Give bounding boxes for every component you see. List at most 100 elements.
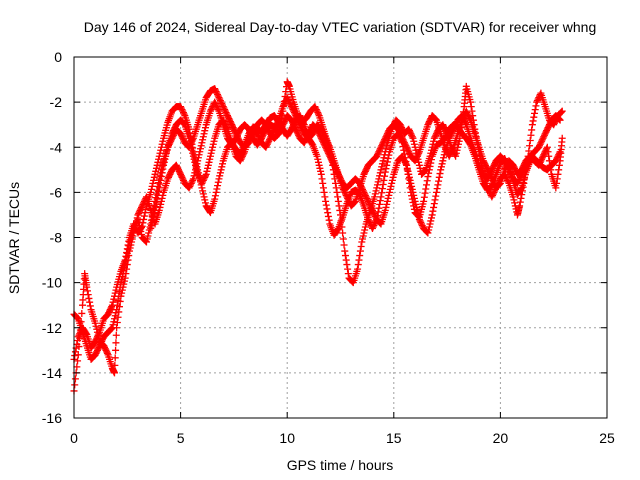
data-point <box>174 166 182 174</box>
y-tick-label: -6 <box>50 184 63 200</box>
data-point <box>516 202 524 210</box>
data-point <box>361 223 369 231</box>
data-point <box>420 193 428 201</box>
data-point <box>409 134 417 142</box>
data-point <box>518 187 526 195</box>
data-point <box>214 178 222 186</box>
data-point <box>380 154 388 162</box>
data-point <box>111 312 119 320</box>
data-point <box>92 322 100 330</box>
data-point <box>224 112 232 120</box>
data-point <box>228 121 236 129</box>
data-point <box>442 127 450 135</box>
x-tick-label: 15 <box>386 430 402 446</box>
data-point <box>177 170 185 178</box>
data-point <box>177 172 185 180</box>
data-point <box>558 108 566 116</box>
data-point <box>211 192 219 200</box>
data-point <box>489 191 497 199</box>
data-point <box>199 190 207 198</box>
data-point <box>422 185 430 193</box>
y-tick-label: -12 <box>42 320 62 336</box>
data-point <box>93 346 101 354</box>
y-tick-label: 0 <box>54 49 62 65</box>
data-point <box>490 188 498 196</box>
data-point <box>91 351 99 359</box>
data-point <box>103 348 111 356</box>
data-point <box>381 151 389 159</box>
data-point <box>504 176 512 184</box>
data-point <box>125 242 133 250</box>
data-point <box>378 163 386 171</box>
data-point <box>216 97 224 105</box>
data-point <box>172 161 180 169</box>
y-tick-label: -14 <box>42 365 62 381</box>
data-point <box>518 191 526 199</box>
data-point <box>427 149 435 157</box>
data-point <box>421 189 429 197</box>
data-point <box>216 95 224 103</box>
data-point <box>177 130 185 138</box>
data-point <box>135 221 143 229</box>
data-point <box>71 381 79 389</box>
data-point <box>86 298 94 306</box>
data-point <box>216 172 224 180</box>
data-point <box>377 166 385 174</box>
data-point <box>339 229 347 237</box>
y-axis-label: SDTVAR / TECUs <box>6 182 22 294</box>
data-point <box>112 346 120 354</box>
data-point <box>150 173 158 181</box>
data-point <box>354 261 362 269</box>
data-point <box>511 199 519 207</box>
data-point <box>138 202 146 210</box>
data-point <box>314 109 322 117</box>
data-point <box>520 179 528 187</box>
data-point <box>408 131 416 139</box>
data-point <box>488 193 496 201</box>
data-point <box>199 133 207 141</box>
data-point <box>145 229 153 237</box>
data-point <box>234 134 242 142</box>
data-point <box>231 128 239 136</box>
data-point <box>532 102 540 110</box>
data-point <box>467 98 475 106</box>
data-point <box>147 188 155 196</box>
data-point <box>313 107 321 115</box>
data-point <box>206 107 214 115</box>
data-point <box>84 287 92 295</box>
data-point <box>92 349 100 357</box>
data-point <box>110 318 118 326</box>
data-point <box>452 152 460 160</box>
data-point <box>325 216 333 224</box>
data-point <box>341 247 349 255</box>
data-point <box>133 217 141 225</box>
data-point <box>426 152 434 160</box>
data-point <box>147 185 155 193</box>
data-point <box>322 201 330 209</box>
data-point <box>200 193 208 201</box>
data-point <box>111 315 119 323</box>
data-point <box>333 188 341 196</box>
data-point <box>558 107 566 115</box>
data-point <box>98 337 106 345</box>
data-point <box>71 375 79 383</box>
data-point <box>74 314 82 322</box>
data-point <box>96 342 104 350</box>
data-point <box>525 147 533 155</box>
data-point <box>73 313 81 321</box>
data-point <box>179 134 187 142</box>
data-point <box>378 185 386 193</box>
data-point <box>342 256 350 264</box>
data-point <box>103 349 111 357</box>
data-point <box>376 197 384 205</box>
data-point <box>194 154 202 162</box>
data-point <box>221 107 229 115</box>
data-traces <box>70 78 566 395</box>
data-point <box>312 106 320 114</box>
data-point <box>186 182 194 190</box>
data-point <box>179 176 187 184</box>
data-point <box>211 85 219 93</box>
data-point <box>93 328 101 336</box>
data-point <box>96 340 104 348</box>
data-point <box>233 133 241 141</box>
